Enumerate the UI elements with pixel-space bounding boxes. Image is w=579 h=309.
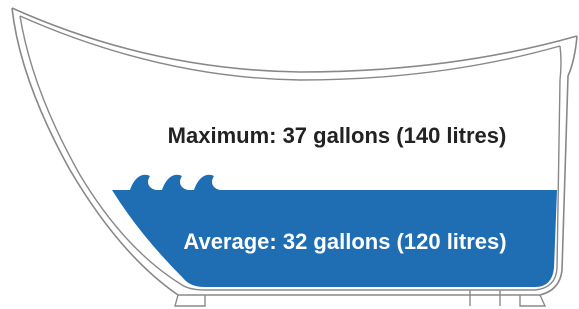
- tub-feet: [175, 290, 545, 306]
- bathtub-diagram: Maximum: 37 gallons (140 litres) Average…: [0, 0, 579, 309]
- average-label: Average: 32 gallons (120 litres): [183, 229, 506, 254]
- maximum-label: Maximum: 37 gallons (140 litres): [168, 123, 507, 148]
